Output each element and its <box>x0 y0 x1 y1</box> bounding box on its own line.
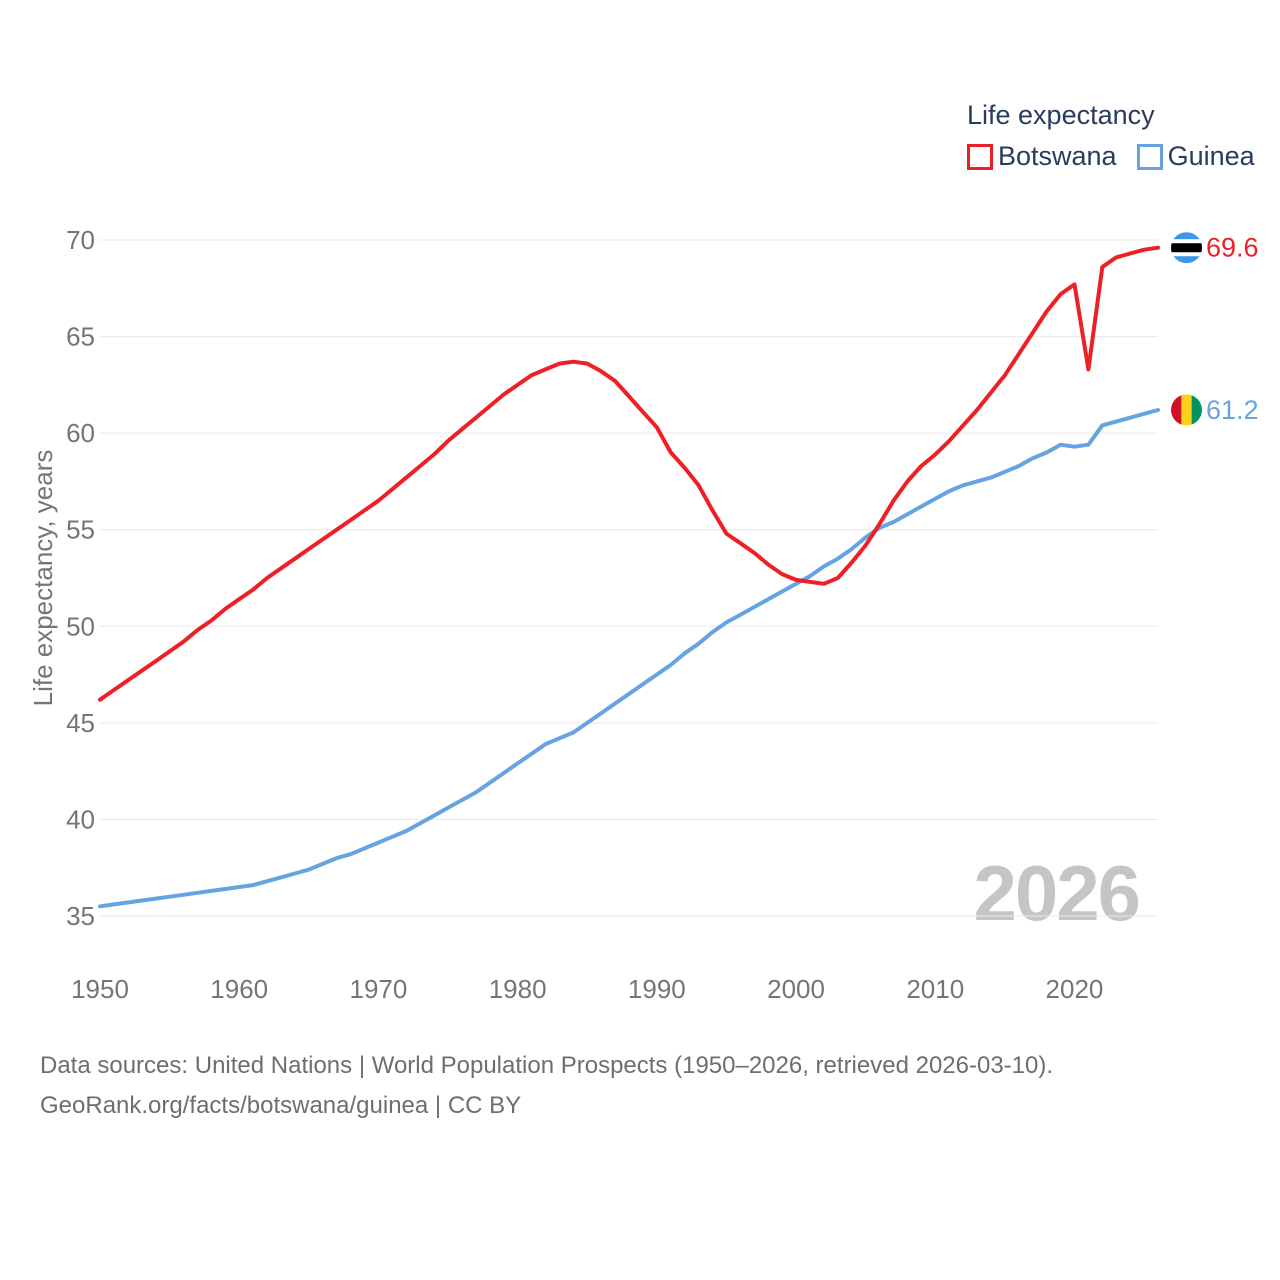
legend: Life expectancy Botswana Guinea <box>967 101 1255 172</box>
gridlines <box>100 239 1158 917</box>
y-tick-label: 55 <box>66 515 95 545</box>
botswana-series-swatch-icon <box>967 143 993 170</box>
y-tick-label: 70 <box>66 225 95 255</box>
series-lines <box>98 245 1160 909</box>
botswana-flag-icon <box>1171 232 1202 264</box>
y-tick-label: 45 <box>66 708 95 738</box>
footer: Data sources: United Nations | World Pop… <box>40 1046 1053 1126</box>
x-tick-label: 2020 <box>1046 974 1104 1004</box>
flag-markers <box>1171 232 1202 426</box>
end-value-labels: 69.6 61.2 <box>1206 233 1259 425</box>
series-line-guinea <box>98 408 1160 909</box>
legend-item-label: Guinea <box>1167 141 1255 171</box>
footer-source-line: Data sources: United Nations | World Pop… <box>40 1052 1054 1079</box>
line-chart: 35 40 45 50 55 60 65 70 1950 1960 1970 1980 1990 2000… <box>66 225 1259 1004</box>
legend-item-botswana[interactable]: Botswana <box>967 141 1117 172</box>
y-tick-label: 65 <box>66 322 95 352</box>
series-line-botswana <box>98 245 1160 702</box>
x-tick-label: 2010 <box>906 974 964 1004</box>
x-tick-label: 1960 <box>210 974 268 1004</box>
x-tick-label: 1980 <box>489 974 547 1004</box>
legend-items: Botswana Guinea <box>967 141 1255 172</box>
legend-item-guinea[interactable]: Guinea <box>1136 141 1255 172</box>
end-value-label-guinea: 61.2 <box>1206 395 1259 425</box>
x-tick-label: 2000 <box>767 974 825 1004</box>
watermark-year: 2026 <box>973 849 1141 937</box>
legend-item-label: Botswana <box>998 141 1117 171</box>
legend-title: Life expectancy <box>967 100 1155 130</box>
y-tick-label: 50 <box>66 611 95 641</box>
x-tick-label: 1970 <box>349 974 407 1004</box>
guinea-flag-icon <box>1171 394 1202 426</box>
y-tick-label: 40 <box>66 804 95 834</box>
x-tick-label: 1950 <box>71 974 129 1004</box>
guinea-series-swatch-icon <box>1136 143 1163 170</box>
y-tick-label: 60 <box>66 418 95 448</box>
y-tick-label: 35 <box>66 901 95 931</box>
axis-tick-labels: 35 40 45 50 55 60 65 70 1950 1960 1970 1980 1990 2000… <box>66 225 1103 1004</box>
x-tick-label: 1990 <box>628 974 686 1004</box>
footer-link-line: GeoRank.org/facts/botswana/guinea | CC B… <box>40 1092 522 1119</box>
end-value-label-botswana: 69.6 <box>1206 233 1259 263</box>
